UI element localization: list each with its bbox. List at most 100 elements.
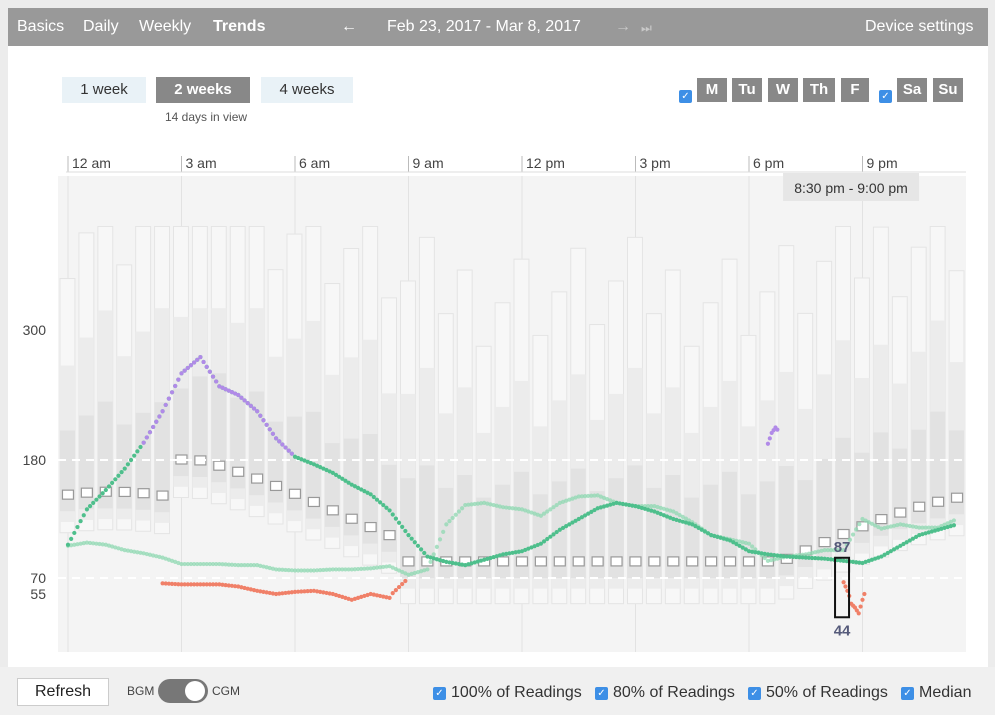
day-saturday[interactable]: Sa: [897, 78, 927, 102]
cgm-reading-dot: [207, 582, 212, 587]
hover-time-label-bg: [783, 173, 920, 201]
x-tick-label: 12 am: [72, 155, 111, 171]
opt-50-checkbox[interactable]: ✓: [748, 687, 761, 700]
cgm-reading-dot: [352, 484, 358, 489]
cgm-reading-dot: [270, 566, 276, 571]
tab-trends[interactable]: Trends: [213, 18, 266, 35]
opt-80-checkbox[interactable]: ✓: [595, 687, 608, 700]
cgm-reading-dot: [393, 587, 398, 593]
weekdays-checkbox[interactable]: ✓: [679, 90, 692, 103]
cgm-reading-dot: [532, 544, 537, 549]
cgm-reading-dot: [472, 501, 477, 507]
cgm-reading-dot: [210, 561, 216, 567]
cgm-reading-dot: [841, 558, 846, 563]
opt-80-label[interactable]: 80% of Readings: [613, 684, 735, 701]
tab-basics[interactable]: Basics: [17, 18, 65, 35]
cgm-reading-dot: [251, 406, 257, 411]
cgm-reading-dot: [125, 548, 131, 553]
cgm-reading-dot: [400, 581, 405, 587]
cgm-reading-dot: [286, 590, 291, 595]
range-2-weeks-button[interactable]: 2 weeks: [156, 77, 250, 103]
cgm-reading-dot: [163, 581, 168, 586]
day-sunday[interactable]: Su: [933, 78, 963, 102]
device-settings-link[interactable]: Device settings: [865, 18, 974, 35]
cgm-reading-dot: [567, 497, 572, 502]
opt-100-checkbox[interactable]: ✓: [433, 687, 446, 700]
cgm-reading-dot: [415, 570, 421, 575]
day-wednesday[interactable]: W: [768, 78, 798, 102]
cgm-reading-dot: [768, 558, 774, 563]
tab-weekly[interactable]: Weekly: [139, 18, 192, 35]
cgm-reading-dot: [507, 551, 512, 556]
cgm-reading-dot: [942, 522, 947, 527]
cgm-reading-dot: [173, 383, 178, 389]
cgm-reading-dot: [901, 522, 906, 527]
cgm-reading-dot: [69, 536, 74, 541]
cgm-reading-dot: [135, 550, 140, 555]
bgm-cgm-toggle[interactable]: [158, 679, 208, 703]
day-tuesday[interactable]: Tu: [732, 78, 762, 102]
cgm-reading-dot: [403, 571, 408, 576]
range-4-weeks-button[interactable]: 4 weeks: [261, 77, 353, 103]
cgm-reading-dot: [245, 563, 250, 568]
cgm-reading-dot: [78, 519, 83, 524]
tab-daily[interactable]: Daily: [83, 18, 119, 35]
cgm-reading-dot: [434, 557, 439, 562]
cgm-reading-dot: [368, 591, 373, 597]
day-monday[interactable]: M: [697, 78, 727, 102]
cgm-reading-dot: [437, 558, 443, 563]
cgm-reading-dot: [885, 525, 890, 530]
cgm-reading-dot: [223, 387, 228, 392]
forward-arrow-icon[interactable]: →: [615, 18, 631, 35]
weekend-checkbox[interactable]: ✓: [879, 90, 892, 103]
cgm-reading-dot: [198, 354, 203, 360]
cgm-reading-dot: [939, 526, 944, 531]
cgm-reading-dot: [97, 541, 102, 547]
cgm-reading-dot: [794, 554, 799, 560]
cgm-reading-dot: [81, 541, 86, 546]
cgm-reading-dot: [573, 495, 578, 500]
cgm-reading-dot: [863, 518, 868, 523]
range-50-bar: [457, 475, 473, 578]
cgm-reading-dot: [627, 502, 632, 508]
cgm-reading-dot: [775, 556, 780, 561]
toggle-knob[interactable]: [185, 681, 205, 701]
cgm-reading-dot: [333, 472, 339, 477]
cgm-reading-dot: [425, 567, 430, 572]
cgm-reading-dot: [456, 509, 462, 514]
cgm-reading-dot: [251, 563, 257, 568]
cgm-reading-dot: [343, 478, 348, 483]
opt-100-label[interactable]: 100% of Readings: [451, 684, 582, 701]
cgm-reading-dot: [856, 611, 861, 616]
cgm-reading-dot: [166, 557, 171, 562]
opt-median-checkbox[interactable]: ✓: [901, 687, 914, 700]
back-arrow-icon[interactable]: ←: [341, 18, 357, 35]
range-50-bar: [78, 415, 94, 510]
opt-median-label[interactable]: Median: [919, 684, 972, 701]
cgm-reading-dot: [809, 555, 815, 561]
cgm-reading-dot: [873, 523, 878, 528]
median-marker: [496, 556, 510, 567]
cgm-reading-dot: [554, 529, 559, 535]
cgm-reading-dot: [359, 487, 364, 492]
cgm-reading-dot: [822, 548, 827, 553]
day-thursday[interactable]: Th: [803, 78, 835, 102]
cgm-reading-dot: [472, 560, 477, 565]
opt-50-label[interactable]: 50% of Readings: [766, 684, 888, 701]
cgm-reading-dot: [913, 534, 919, 539]
refresh-button[interactable]: Refresh: [17, 678, 109, 706]
cgm-reading-dot: [907, 523, 912, 529]
cgm-reading-dot: [668, 515, 673, 520]
cgm-reading-dot: [226, 562, 231, 567]
most-recent-icon[interactable]: ⏭: [641, 21, 652, 35]
cgm-reading-dot: [166, 396, 171, 401]
cgm-reading-dot: [141, 551, 146, 556]
cgm-reading-dot: [895, 545, 900, 550]
cgm-reading-dot: [302, 458, 307, 463]
cgm-reading-dot: [605, 497, 610, 502]
range-1-week-button[interactable]: 1 week: [62, 77, 146, 103]
range-50-bar: [911, 429, 927, 524]
cgm-reading-dot: [658, 511, 663, 517]
cgm-reading-dot: [841, 548, 846, 553]
day-friday[interactable]: F: [841, 78, 869, 102]
